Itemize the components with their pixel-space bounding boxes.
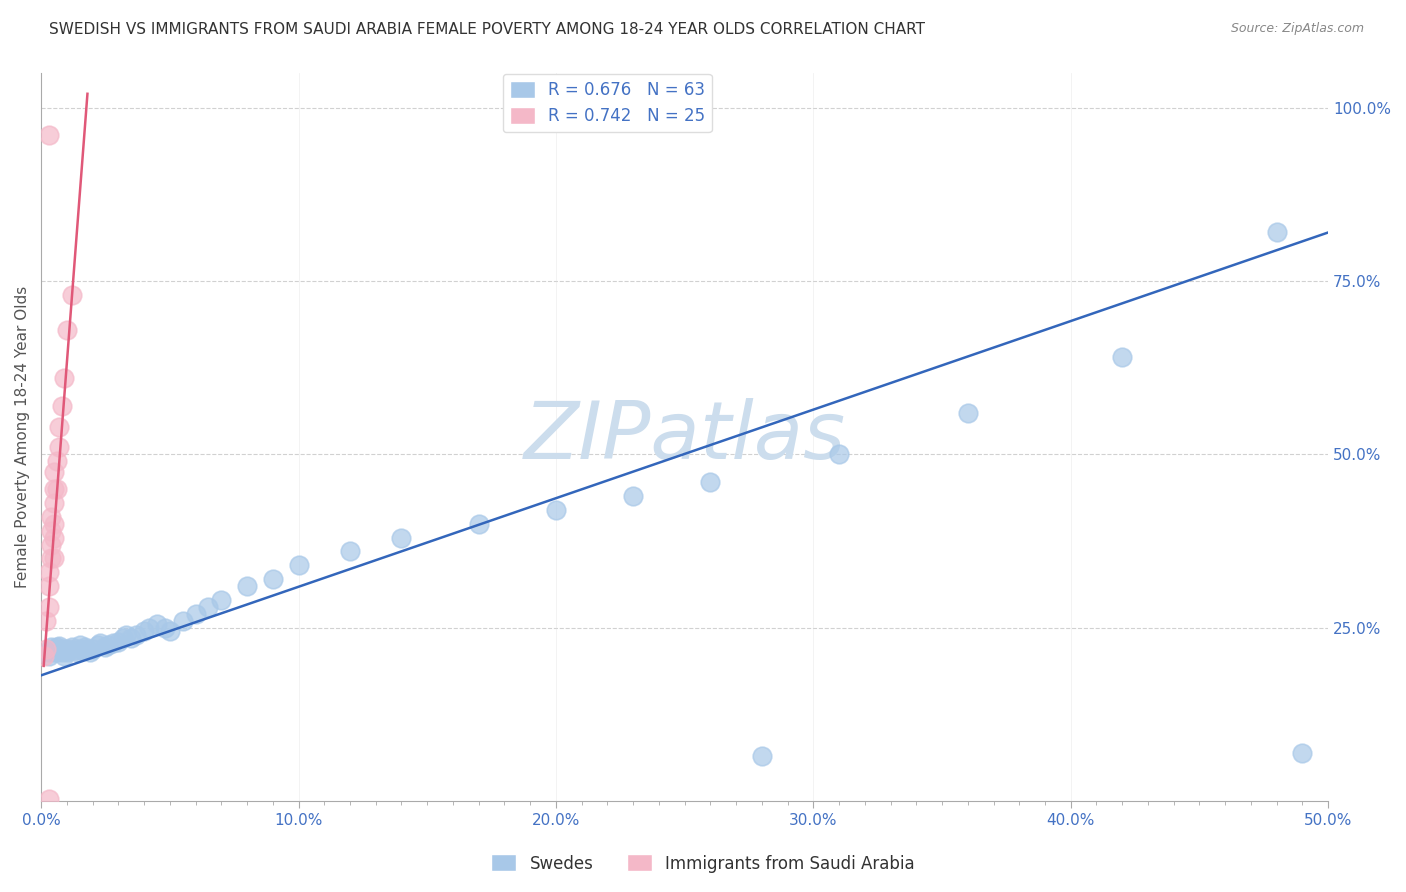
- Point: [153, 621, 176, 635]
- Point: [89, 636, 111, 650]
- Point: [236, 579, 259, 593]
- Point: [42, 465, 65, 479]
- Point: [38, 579, 60, 593]
- Point: [97, 638, 120, 652]
- Point: [42, 551, 65, 566]
- Point: [42, 645, 65, 659]
- Point: [53, 648, 76, 663]
- Point: [41, 640, 63, 655]
- Point: [621, 489, 644, 503]
- Point: [120, 631, 142, 645]
- Point: [287, 558, 309, 573]
- Point: [197, 599, 219, 614]
- Point: [94, 640, 117, 655]
- Point: [69, 641, 91, 656]
- Point: [45, 645, 67, 659]
- Point: [35, 641, 58, 656]
- Legend: R = 0.676   N = 63, R = 0.742   N = 25: R = 0.676 N = 63, R = 0.742 N = 25: [503, 74, 711, 132]
- Point: [828, 447, 851, 461]
- Point: [146, 617, 169, 632]
- Point: [73, 640, 96, 655]
- Point: [45, 640, 67, 655]
- Point: [51, 645, 73, 659]
- Point: [45, 643, 67, 657]
- Point: [209, 593, 232, 607]
- Point: [544, 503, 567, 517]
- Text: ZIPatlas: ZIPatlas: [523, 398, 845, 476]
- Point: [45, 454, 67, 468]
- Point: [82, 641, 104, 656]
- Point: [60, 640, 83, 655]
- Point: [32, 648, 55, 663]
- Point: [41, 537, 63, 551]
- Text: Source: ZipAtlas.com: Source: ZipAtlas.com: [1230, 22, 1364, 36]
- Point: [1111, 351, 1133, 365]
- Point: [751, 749, 773, 764]
- Point: [53, 371, 76, 385]
- Legend: Swedes, Immigrants from Saudi Arabia: Swedes, Immigrants from Saudi Arabia: [485, 847, 921, 880]
- Point: [42, 496, 65, 510]
- Point: [38, 599, 60, 614]
- Point: [103, 636, 125, 650]
- Point: [107, 634, 129, 648]
- Point: [956, 406, 979, 420]
- Point: [115, 628, 138, 642]
- Point: [48, 641, 70, 656]
- Point: [60, 288, 83, 302]
- Point: [41, 551, 63, 566]
- Point: [1265, 226, 1288, 240]
- Point: [41, 641, 63, 656]
- Point: [38, 648, 60, 663]
- Point: [38, 566, 60, 580]
- Point: [51, 643, 73, 657]
- Point: [58, 641, 80, 656]
- Point: [42, 643, 65, 657]
- Point: [42, 516, 65, 531]
- Point: [41, 524, 63, 538]
- Point: [38, 128, 60, 143]
- Point: [56, 322, 79, 336]
- Point: [339, 544, 361, 558]
- Point: [41, 509, 63, 524]
- Point: [38, 645, 60, 659]
- Point: [132, 624, 155, 639]
- Point: [48, 640, 70, 654]
- Point: [42, 641, 65, 656]
- Point: [72, 643, 94, 657]
- Point: [467, 516, 489, 531]
- Point: [42, 531, 65, 545]
- Point: [66, 645, 89, 659]
- Point: [42, 482, 65, 496]
- Point: [125, 628, 148, 642]
- Point: [38, 792, 60, 806]
- Point: [391, 531, 413, 545]
- Text: SWEDISH VS IMMIGRANTS FROM SAUDI ARABIA FEMALE POVERTY AMONG 18-24 YEAR OLDS COR: SWEDISH VS IMMIGRANTS FROM SAUDI ARABIA …: [49, 22, 925, 37]
- Point: [63, 643, 86, 657]
- Y-axis label: Female Poverty Among 18-24 Year Olds: Female Poverty Among 18-24 Year Olds: [15, 286, 30, 588]
- Point: [56, 645, 79, 659]
- Point: [699, 475, 721, 490]
- Point: [87, 638, 110, 652]
- Point: [76, 641, 98, 656]
- Point: [35, 614, 58, 628]
- Point: [48, 441, 70, 455]
- Point: [79, 645, 101, 659]
- Point: [48, 643, 70, 657]
- Point: [1291, 746, 1313, 760]
- Point: [184, 607, 207, 621]
- Point: [41, 643, 63, 657]
- Point: [159, 624, 181, 639]
- Point: [262, 572, 284, 586]
- Point: [172, 614, 194, 628]
- Point: [138, 621, 160, 635]
- Point: [51, 399, 73, 413]
- Point: [48, 419, 70, 434]
- Point: [56, 643, 79, 657]
- Point: [45, 482, 67, 496]
- Point: [112, 631, 135, 645]
- Point: [69, 638, 91, 652]
- Point: [53, 641, 76, 656]
